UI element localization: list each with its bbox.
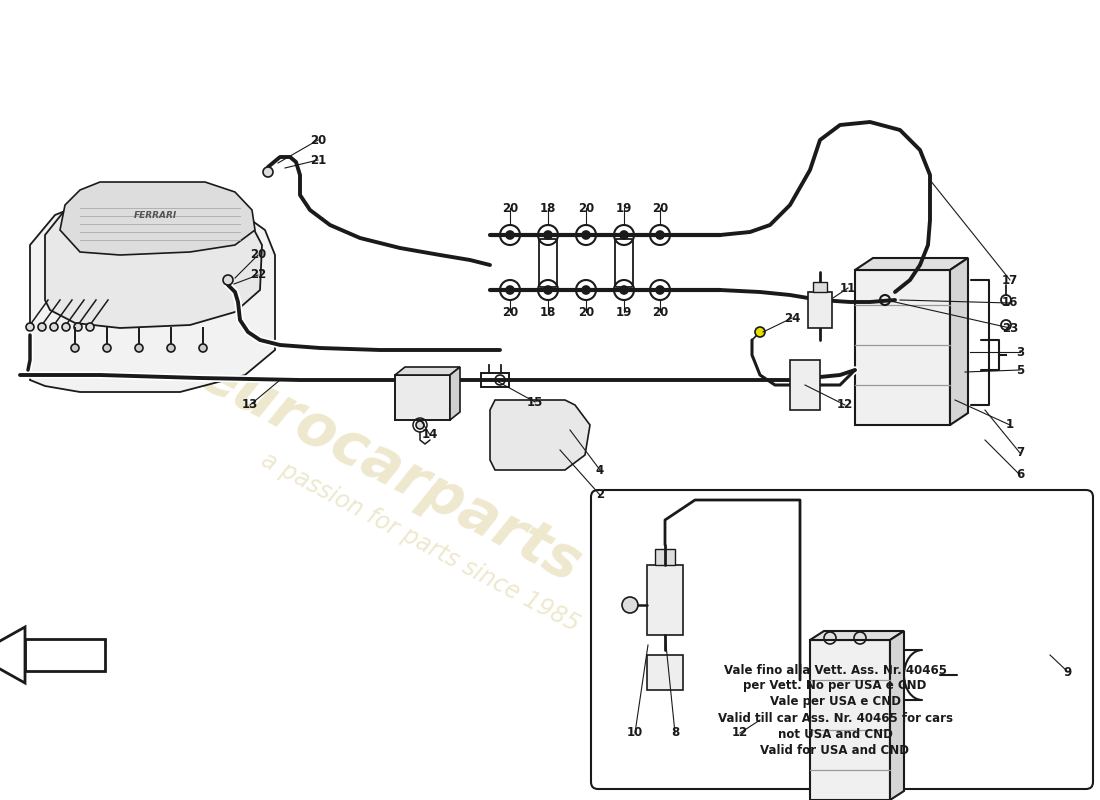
Polygon shape bbox=[450, 367, 460, 420]
Polygon shape bbox=[60, 182, 255, 255]
Polygon shape bbox=[890, 631, 904, 800]
Polygon shape bbox=[810, 631, 904, 640]
Circle shape bbox=[621, 597, 638, 613]
Text: 2: 2 bbox=[596, 489, 604, 502]
Circle shape bbox=[103, 344, 111, 352]
Circle shape bbox=[544, 286, 552, 294]
Circle shape bbox=[263, 167, 273, 177]
Bar bbox=[647, 655, 683, 690]
Polygon shape bbox=[855, 258, 968, 270]
Polygon shape bbox=[950, 258, 968, 425]
Polygon shape bbox=[45, 200, 262, 328]
Text: 20: 20 bbox=[578, 306, 594, 318]
Circle shape bbox=[167, 344, 175, 352]
Text: 20: 20 bbox=[652, 306, 668, 318]
Circle shape bbox=[72, 344, 79, 352]
Text: 16: 16 bbox=[1002, 297, 1019, 310]
Circle shape bbox=[39, 323, 46, 331]
Text: 5: 5 bbox=[1016, 363, 1024, 377]
Circle shape bbox=[62, 323, 70, 331]
Text: 12: 12 bbox=[837, 398, 854, 411]
Text: 21: 21 bbox=[310, 154, 326, 166]
Text: 20: 20 bbox=[502, 306, 518, 318]
Bar bbox=[855, 270, 950, 425]
Text: 22: 22 bbox=[250, 269, 266, 282]
Bar bbox=[810, 640, 890, 800]
Text: 20: 20 bbox=[652, 202, 668, 214]
Text: 13: 13 bbox=[242, 398, 258, 411]
Circle shape bbox=[620, 231, 628, 239]
Text: a passion for parts since 1985: a passion for parts since 1985 bbox=[256, 448, 583, 636]
Bar bbox=[808, 292, 832, 328]
Text: 19: 19 bbox=[616, 202, 632, 214]
Bar bbox=[395, 375, 450, 420]
FancyBboxPatch shape bbox=[591, 490, 1093, 789]
Circle shape bbox=[26, 323, 34, 331]
Text: Vale per USA e CND: Vale per USA e CND bbox=[770, 695, 901, 709]
Circle shape bbox=[74, 323, 82, 331]
Text: 17: 17 bbox=[1002, 274, 1019, 286]
Bar bbox=[813, 282, 827, 292]
Circle shape bbox=[620, 286, 628, 294]
Circle shape bbox=[86, 323, 94, 331]
Bar bbox=[481, 373, 509, 387]
Circle shape bbox=[656, 231, 664, 239]
Text: 1: 1 bbox=[1005, 418, 1014, 431]
Text: 6: 6 bbox=[1016, 469, 1024, 482]
Polygon shape bbox=[0, 627, 25, 683]
Circle shape bbox=[544, 231, 552, 239]
Text: 20: 20 bbox=[502, 202, 518, 214]
Bar bbox=[647, 565, 683, 635]
Text: 12: 12 bbox=[732, 726, 748, 739]
Text: 10: 10 bbox=[627, 726, 644, 739]
Text: 11: 11 bbox=[840, 282, 856, 294]
Text: 23: 23 bbox=[1002, 322, 1019, 334]
Polygon shape bbox=[395, 367, 460, 375]
Circle shape bbox=[506, 231, 514, 239]
Text: eurocarparts: eurocarparts bbox=[189, 345, 591, 595]
Text: 3: 3 bbox=[1016, 346, 1024, 358]
Circle shape bbox=[755, 327, 764, 337]
Text: 14: 14 bbox=[421, 429, 438, 442]
Text: Valid for USA and CND: Valid for USA and CND bbox=[760, 743, 910, 757]
Text: 4: 4 bbox=[596, 463, 604, 477]
Text: FERRARI: FERRARI bbox=[133, 210, 177, 219]
Text: 20: 20 bbox=[250, 249, 266, 262]
Text: 15: 15 bbox=[527, 395, 543, 409]
Text: 8: 8 bbox=[671, 726, 679, 739]
Text: Valid till car Ass. Nr. 40465 for cars: Valid till car Ass. Nr. 40465 for cars bbox=[717, 711, 953, 725]
Text: 19: 19 bbox=[616, 306, 632, 318]
Text: per Vett. No per USA e CND: per Vett. No per USA e CND bbox=[744, 679, 926, 693]
Text: 20: 20 bbox=[578, 202, 594, 214]
Circle shape bbox=[135, 344, 143, 352]
Circle shape bbox=[582, 286, 590, 294]
Circle shape bbox=[50, 323, 58, 331]
Text: Vale fino alla Vett. Ass. Nr. 40465: Vale fino alla Vett. Ass. Nr. 40465 bbox=[724, 663, 946, 677]
Polygon shape bbox=[30, 205, 275, 392]
Circle shape bbox=[223, 275, 233, 285]
Polygon shape bbox=[490, 400, 590, 470]
Bar bbox=[25, 639, 104, 671]
Text: 18: 18 bbox=[540, 306, 557, 318]
Text: not USA and CND: not USA and CND bbox=[778, 727, 892, 741]
Text: 18: 18 bbox=[540, 202, 557, 214]
Text: 7: 7 bbox=[1016, 446, 1024, 459]
Circle shape bbox=[656, 286, 664, 294]
Text: 24: 24 bbox=[784, 311, 800, 325]
Bar bbox=[790, 360, 820, 410]
Text: 20: 20 bbox=[310, 134, 326, 146]
Text: 9: 9 bbox=[1064, 666, 1072, 678]
Circle shape bbox=[416, 421, 424, 429]
Circle shape bbox=[199, 344, 207, 352]
Bar bbox=[654, 549, 675, 565]
Circle shape bbox=[506, 286, 514, 294]
Circle shape bbox=[582, 231, 590, 239]
